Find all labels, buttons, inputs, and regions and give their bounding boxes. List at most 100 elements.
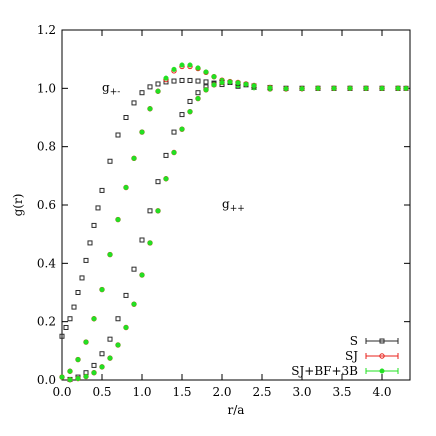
data-point — [395, 85, 401, 91]
data-point — [155, 88, 161, 94]
data-point — [187, 77, 193, 83]
data-point — [171, 78, 177, 84]
data-point — [179, 126, 185, 132]
series-sj — [59, 63, 409, 380]
data-point — [83, 257, 89, 263]
data-point — [203, 79, 209, 85]
data-point — [99, 364, 105, 370]
data-point — [59, 374, 65, 380]
curve-annotations: g+-g++ — [102, 80, 245, 214]
series-sj-bf-3b — [59, 62, 409, 380]
x-tick-label: 2.0 — [212, 385, 231, 399]
data-point — [75, 357, 81, 363]
data-point — [163, 152, 169, 158]
data-point — [187, 62, 193, 68]
data-point — [91, 316, 97, 322]
data-point — [107, 336, 113, 342]
x-tick-label: 0.0 — [52, 385, 71, 399]
data-point — [195, 95, 201, 102]
data-point — [243, 81, 249, 87]
data-point — [63, 325, 69, 330]
data-point — [163, 176, 169, 182]
data-point — [195, 65, 201, 71]
legend-label: SJ — [345, 349, 358, 363]
curve-annotation: g++ — [222, 197, 245, 214]
data-point — [131, 100, 137, 106]
curve-annotation: g+- — [102, 80, 120, 97]
data-point — [171, 129, 177, 135]
data-point — [187, 98, 193, 104]
data-point — [155, 81, 161, 87]
data-point — [283, 86, 289, 92]
y-tick-label: 0.0 — [37, 373, 56, 387]
data-point — [211, 82, 217, 88]
x-tick-label: 0.5 — [92, 385, 111, 399]
legend-label: S — [350, 334, 358, 348]
data-point — [67, 377, 73, 383]
data-point — [67, 368, 73, 374]
data-point — [203, 69, 209, 75]
data-point — [171, 66, 177, 72]
data-point — [235, 80, 241, 86]
legend-marker — [379, 338, 385, 344]
data-point — [147, 84, 153, 90]
y-axis-label: g(r) — [11, 194, 25, 217]
data-point — [75, 290, 81, 295]
data-point — [123, 292, 129, 298]
legend-marker — [379, 368, 385, 374]
data-point — [91, 362, 97, 368]
data-point — [163, 75, 169, 81]
data-point — [363, 85, 369, 91]
annotation-base: g — [102, 80, 110, 94]
data-point — [315, 85, 321, 91]
legend-marker — [379, 353, 385, 359]
data-point — [179, 77, 185, 83]
data-point — [107, 158, 113, 164]
data-point — [379, 85, 385, 91]
data-point — [155, 208, 161, 214]
data-point — [115, 217, 121, 223]
data-point — [75, 375, 81, 382]
data-point — [299, 86, 305, 92]
legend-label: SJ+BF+3B — [291, 364, 358, 378]
data-point — [347, 85, 353, 91]
data-point — [147, 208, 153, 214]
data-point — [67, 316, 73, 322]
data-point — [267, 85, 273, 91]
data-point — [195, 90, 201, 96]
data-point — [99, 187, 105, 193]
y-tick-label: 0.4 — [37, 256, 56, 270]
annotation-subscript: +- — [110, 87, 121, 97]
data-point — [123, 324, 129, 331]
y-tick-label: 0.8 — [37, 140, 56, 154]
data-point — [139, 272, 145, 278]
x-axis-label: r/a — [228, 403, 245, 417]
data-point — [131, 301, 137, 307]
data-point — [219, 79, 225, 86]
data-point — [179, 62, 185, 68]
x-tick-label: 3.5 — [332, 385, 351, 399]
y-tick-label: 0.6 — [37, 198, 56, 212]
data-point — [131, 266, 137, 272]
data-point — [171, 149, 177, 156]
data-point — [139, 237, 145, 243]
x-tick-label: 1.5 — [172, 385, 191, 399]
data-point — [195, 78, 201, 84]
data-point — [403, 85, 409, 91]
data-point — [115, 342, 121, 348]
data-point — [87, 240, 93, 246]
data-point — [155, 179, 161, 185]
data-point — [131, 155, 137, 161]
y-tick-label: 1.0 — [37, 81, 56, 95]
axis-ticks: 0.0 0.5 1.0 1.5 2.0 2.5 3.0 3.5 4.0 0.0 0.2 0.4 0.6 0… — [37, 23, 410, 399]
data-point — [83, 339, 89, 345]
annotation-subscript: ++ — [230, 204, 245, 214]
data-point — [115, 132, 121, 138]
data-point — [91, 370, 97, 376]
data-point — [79, 275, 85, 281]
x-tick-label: 2.5 — [252, 385, 271, 399]
data-point — [331, 85, 337, 91]
series-sj-bf-3b — [67, 79, 401, 383]
